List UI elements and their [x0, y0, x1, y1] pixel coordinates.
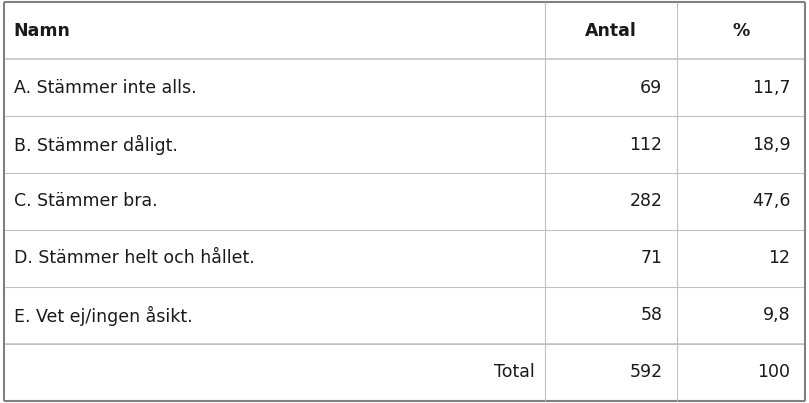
- Text: 9,8: 9,8: [763, 307, 790, 324]
- Text: 71: 71: [641, 249, 663, 268]
- Text: Total: Total: [494, 364, 535, 382]
- Text: 12: 12: [769, 249, 790, 268]
- Text: A. Stämmer inte alls.: A. Stämmer inte alls.: [14, 79, 197, 96]
- Text: E. Vet ej/ingen åsikt.: E. Vet ej/ingen åsikt.: [14, 305, 193, 326]
- Text: 11,7: 11,7: [752, 79, 790, 96]
- Text: D. Stämmer helt och hållet.: D. Stämmer helt och hållet.: [14, 249, 254, 268]
- Text: Antal: Antal: [585, 21, 637, 39]
- Text: 69: 69: [640, 79, 663, 96]
- Text: 282: 282: [629, 193, 663, 210]
- Text: B. Stämmer dåligt.: B. Stämmer dåligt.: [14, 135, 177, 154]
- Text: 112: 112: [629, 135, 663, 154]
- Text: 592: 592: [629, 364, 663, 382]
- Text: 18,9: 18,9: [752, 135, 790, 154]
- Text: 47,6: 47,6: [752, 193, 790, 210]
- Text: 100: 100: [757, 364, 790, 382]
- Text: Namn: Namn: [14, 21, 70, 39]
- Text: %: %: [732, 21, 749, 39]
- Text: C. Stämmer bra.: C. Stämmer bra.: [14, 193, 157, 210]
- Text: 58: 58: [641, 307, 663, 324]
